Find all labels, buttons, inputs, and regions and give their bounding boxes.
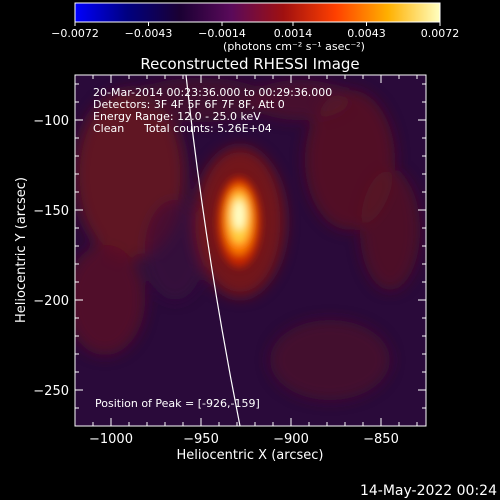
- annotation-energy-range: Energy Range: 12.0 - 25.0 keV: [93, 110, 261, 123]
- x-axis-label: Heliocentric X (arcsec): [177, 448, 324, 463]
- colorbar-tick-label: 0.0043: [347, 27, 386, 40]
- annotation-peak-position: Position of Peak = [-926,-159]: [95, 397, 260, 410]
- colorbar-tick-label: 0.0072: [421, 27, 460, 40]
- colorbar-tick-label: −0.0043: [125, 27, 173, 40]
- x-tick-label: −900: [273, 432, 309, 447]
- colorbar: [74, 2, 441, 23]
- x-tick-label: −950: [183, 432, 219, 447]
- x-tick-label: −850: [363, 432, 399, 447]
- x-axis: −1000 −950 −900 −850: [89, 75, 418, 447]
- y-tick-label: −100: [33, 114, 69, 129]
- y-tick-label: −250: [33, 384, 69, 399]
- y-tick-label: −150: [33, 204, 69, 219]
- colorbar-ticks: −0.0072 −0.0043 −0.0014 0.0014 0.0043 0.0072: [51, 22, 459, 40]
- colorbar-tick-label: −0.0014: [198, 27, 246, 40]
- annotation-total-counts: Total counts: 5.26E+04: [143, 122, 272, 135]
- emission-blobs: [75, 78, 420, 400]
- footer-date: 14-May-2022 00:24: [360, 483, 497, 499]
- flare-source: [217, 177, 261, 267]
- plot-image: [75, 75, 426, 426]
- annotation-time-range: 20-Mar-2014 00:23:36.000 to 00:29:36.000: [93, 86, 332, 99]
- annotation-detectors: Detectors: 3F 4F 5F 6F 7F 8F, Att 0: [93, 98, 285, 111]
- annotation-method: Clean: [93, 122, 124, 135]
- colorbar-unit-label: (photons cm⁻² s⁻¹ asec⁻²): [223, 40, 365, 53]
- solar-limb-line: [185, 75, 241, 426]
- chart-title: Reconstructed RHESSI Image: [140, 55, 359, 73]
- plot-frame: [74, 74, 427, 427]
- y-axis-label: Heliocentric Y (arcsec): [14, 177, 29, 323]
- x-tick-label: −1000: [89, 432, 133, 447]
- y-tick-label: −200: [33, 294, 69, 309]
- y-axis: −100 −150 −200 −250: [33, 83, 426, 409]
- colorbar-tick-label: 0.0014: [274, 27, 313, 40]
- colorbar-tick-label: −0.0072: [51, 27, 99, 40]
